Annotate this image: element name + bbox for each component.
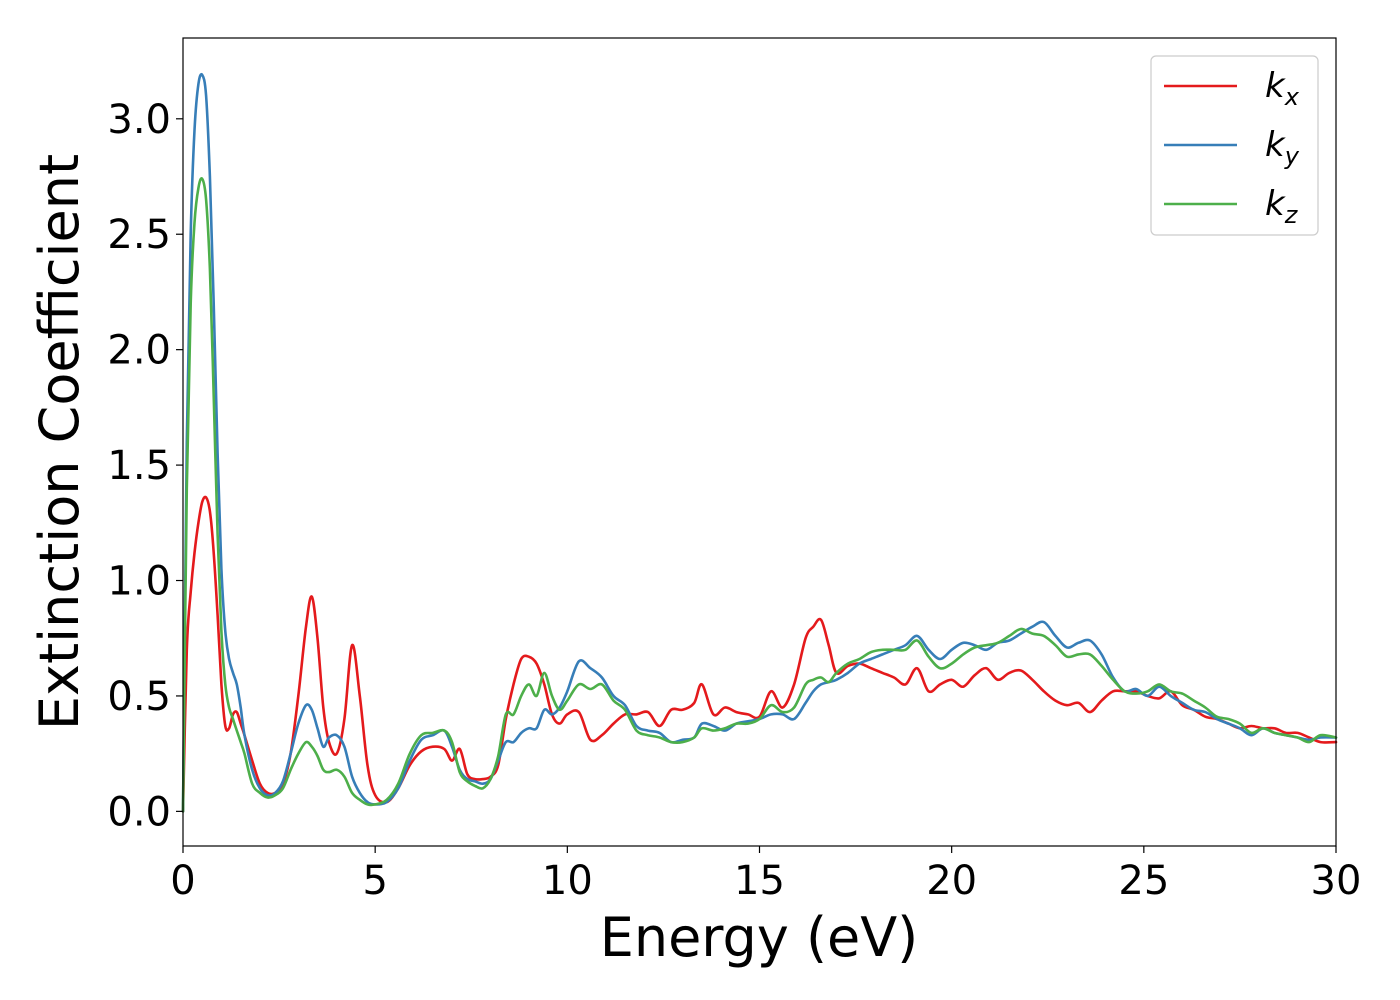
y-axis-title: Extinction Coefficient [28,154,91,730]
legend-label-ky: ky [1265,125,1300,170]
series-line-kz [181,177,1338,813]
x-tick-label: 10 [542,858,593,904]
y-axis: 0.0 0.5 1.0 1.5 2.0 2.5 3.0 [107,97,183,835]
y-tick-label: 1.0 [107,559,171,605]
x-tick-label: 20 [926,858,977,904]
x-tick-label: 25 [1118,858,1169,904]
series-line-kx [181,495,1338,813]
x-tick-label: 15 [734,858,785,904]
x-tick-label: 30 [1311,858,1362,904]
x-axis: 0 5 10 15 20 25 30 [170,846,1361,904]
y-tick-label: 2.0 [107,328,171,374]
y-tick-label: 0.0 [107,789,171,835]
y-tick-label: 1.5 [107,443,171,489]
y-tick-label: 2.5 [107,212,171,258]
y-tick-label: 0.5 [107,674,171,720]
legend: kx ky kz [1150,55,1319,236]
y-tick-label: 3.0 [107,97,171,143]
series-layer [181,72,1338,813]
legend-label-kz: kz [1265,184,1299,229]
series-line-ky [181,72,1338,813]
legend-label-kx: kx [1265,66,1300,111]
x-axis-title: Energy (eV) [600,906,919,969]
x-tick-label: 0 [170,858,195,904]
x-tick-label: 5 [362,858,387,904]
